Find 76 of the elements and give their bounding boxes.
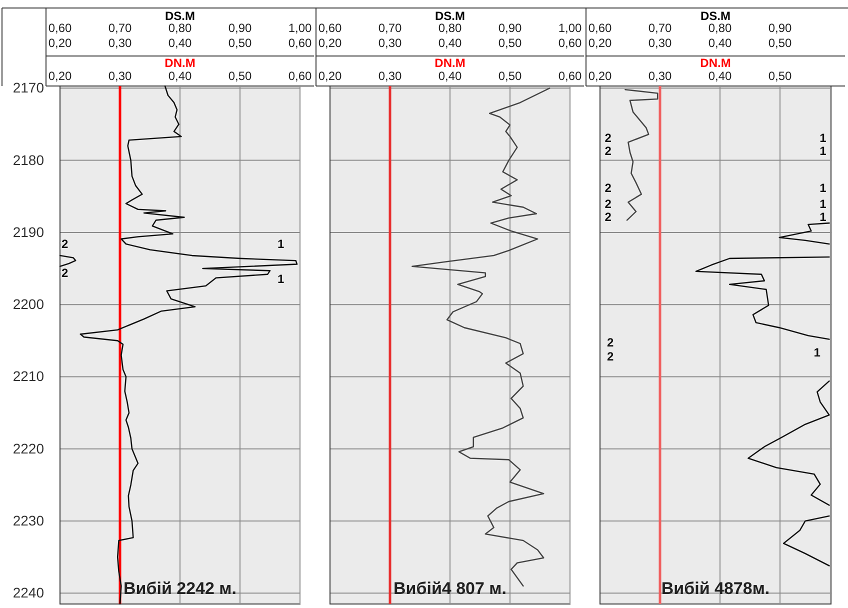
text: 0,20 <box>48 36 72 50</box>
annotation: 1 <box>820 196 827 211</box>
text: 0,50 <box>768 36 792 50</box>
x2-tick-label: 1,00 <box>288 21 312 35</box>
annotation: 2 <box>604 144 612 158</box>
x2-tick-label: 0,90 <box>498 21 522 35</box>
x-tick-label: 0,40 <box>168 69 192 83</box>
x2-axis-title: DS.M <box>435 9 466 23</box>
annotation: 1 <box>820 131 827 146</box>
x-tick-label: 0,50 <box>498 69 522 83</box>
x2-axis-title: DS.M <box>700 9 731 23</box>
x-tick-label: 0,40 <box>438 69 462 83</box>
text: 0,20 <box>318 36 342 50</box>
annotation: 1 <box>820 210 827 224</box>
x-tick-label: 0,20 <box>318 69 342 83</box>
x-tick-label: 0,40 <box>708 69 732 83</box>
annotation: 2 <box>61 237 68 252</box>
annotation: 2 <box>61 266 68 280</box>
annotation: Вибій 4878м. <box>661 579 770 598</box>
y-tick-label: 2240 <box>12 584 44 601</box>
x-tick-label: 0,20 <box>588 69 612 83</box>
annotation: 2 <box>604 196 612 211</box>
annotation: 2 <box>604 131 612 146</box>
text: 0,30 <box>378 36 402 50</box>
y-tick-label: 2190 <box>12 224 44 240</box>
text: 0,40 <box>708 36 732 50</box>
text: 0,20 <box>588 36 612 50</box>
annotation: Вибій4 807 м. <box>394 579 506 598</box>
annotation: 2 <box>604 210 612 224</box>
x2-tick-label: 0,60 <box>48 21 72 35</box>
text: 0,50 <box>498 36 522 50</box>
y-tick-label: 2200 <box>12 296 44 312</box>
x2-axis-title: DS.M <box>165 9 196 23</box>
x2-tick-label: 1,00 <box>558 21 582 35</box>
text: 0,50 <box>228 36 252 50</box>
annotation: Вибій 2242 м. <box>124 579 236 598</box>
annotation: 2 <box>604 180 612 195</box>
text: 0,60 <box>288 36 312 50</box>
x-tick-label: 0,60 <box>288 69 312 83</box>
x-axis-title: DN.M <box>164 56 196 70</box>
y-tick-label: 2170 <box>12 80 44 96</box>
y-tick-label: 2230 <box>12 512 44 529</box>
x2-tick-label: 0,90 <box>768 21 792 35</box>
x2-tick-label: 0,90 <box>228 21 252 35</box>
x2-tick-label: 0,70 <box>108 21 132 35</box>
x-tick-label: 0,50 <box>228 69 252 83</box>
text: 0,40 <box>438 36 462 50</box>
x2-tick-label: 0,70 <box>648 21 672 35</box>
x-tick-label: 0,30 <box>648 69 672 83</box>
y-tick-label: 2220 <box>12 440 44 456</box>
text: 0,60 <box>558 36 582 50</box>
x-tick-label: 0,20 <box>48 69 72 83</box>
x-tick-label: 0,50 <box>768 69 792 83</box>
x2-tick-label: 0,70 <box>378 21 402 35</box>
x-tick-label: 0,30 <box>108 69 132 83</box>
annotation: 1 <box>820 180 827 195</box>
annotation: 1 <box>820 144 827 158</box>
x2-tick-label: 0,80 <box>708 21 732 35</box>
annotation: 1 <box>277 272 284 286</box>
x-tick-label: 0,30 <box>378 69 402 83</box>
annotation: 1 <box>814 345 821 360</box>
x2-tick-label: 0,80 <box>168 21 192 35</box>
text: 0,30 <box>108 36 132 50</box>
x2-tick-label: 0,60 <box>588 21 612 35</box>
annotation: 1 <box>277 237 284 252</box>
text: 0,40 <box>168 36 192 50</box>
annotation: 2 <box>607 350 614 364</box>
y-tick-label: 2180 <box>12 152 44 168</box>
annotation: 2 <box>607 335 614 350</box>
x2-tick-label: 0,80 <box>438 21 462 35</box>
text: 0,30 <box>648 36 672 50</box>
x-axis-title: DN.M <box>700 56 731 70</box>
x-axis-title: DN.M <box>434 56 466 70</box>
x-tick-label: 0,60 <box>558 69 582 83</box>
y-tick-label: 2210 <box>12 368 44 384</box>
x2-tick-label: 0,60 <box>318 21 342 35</box>
